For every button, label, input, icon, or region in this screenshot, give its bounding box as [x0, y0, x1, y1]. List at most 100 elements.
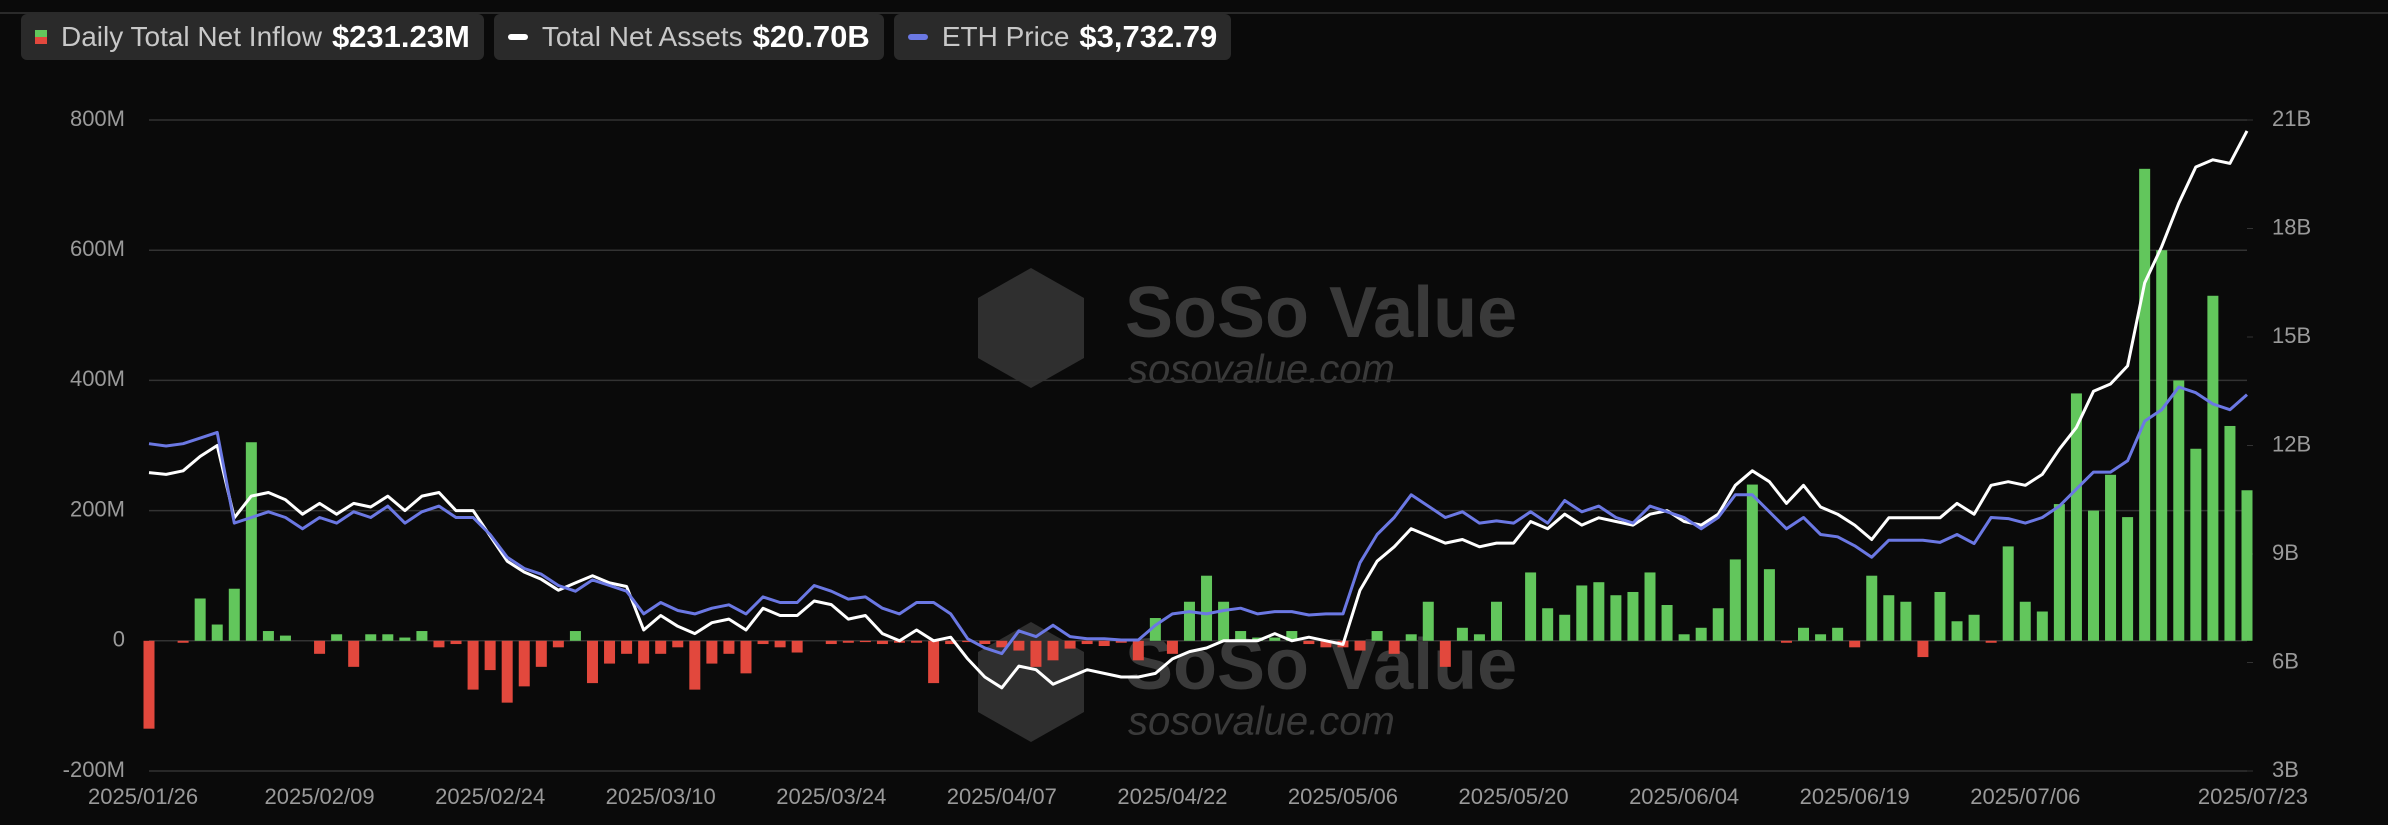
bar [1354, 640, 1366, 651]
bar [245, 442, 257, 641]
bar [842, 640, 854, 643]
bar [638, 640, 650, 664]
bar [262, 631, 274, 641]
bar [1473, 634, 1485, 641]
y2-tick-label: 21B [2272, 106, 2311, 131]
x-tick-label: 2025/03/10 [606, 784, 716, 809]
watermark-logo [978, 268, 1084, 388]
bar [1832, 627, 1844, 641]
legend-name: Total Net Assets [541, 21, 743, 52]
bar [1132, 640, 1144, 661]
bar [2190, 448, 2202, 641]
legend-item[interactable]: ETH Price $3,732.79 [893, 14, 1232, 60]
bar [1883, 595, 1895, 641]
bar [1917, 640, 1929, 658]
bar [399, 637, 411, 641]
y-tick-label: 800M [70, 106, 125, 131]
bar [1405, 634, 1417, 641]
bar [2207, 295, 2219, 641]
y-tick-label: -200M [63, 757, 125, 782]
bar [1934, 591, 1946, 641]
bar [621, 640, 633, 654]
bar [791, 640, 803, 653]
bar [996, 640, 1008, 648]
bar [962, 640, 974, 643]
y2-tick-label: 18B [2272, 214, 2311, 239]
bar [1985, 640, 1997, 643]
bar [1013, 640, 1025, 651]
bar [1729, 559, 1741, 641]
bar [2002, 546, 2014, 641]
watermark-url: sosovalue.com [1128, 700, 1395, 744]
bar [2105, 474, 2117, 641]
x-tick-label: 2025/06/19 [1800, 784, 1910, 809]
bar [1115, 640, 1127, 643]
y-tick-label: 200M [70, 496, 125, 521]
legend-name: Daily Total Net Inflow [61, 21, 322, 52]
bar [723, 640, 735, 654]
legend-value: $20.70B [752, 19, 870, 54]
bar [1064, 640, 1076, 649]
watermark-name: SoSo Value [1125, 273, 1517, 353]
bar [1166, 640, 1178, 654]
bar [689, 640, 701, 690]
bar [211, 624, 223, 641]
legend-item[interactable]: Daily Total Net Inflow $231.23M [21, 14, 484, 60]
bar [1866, 575, 1878, 641]
bar [552, 640, 564, 648]
bar [1422, 601, 1434, 641]
bar [1183, 601, 1195, 641]
bar [1968, 614, 1980, 641]
bar [2070, 393, 2082, 641]
bar [1269, 637, 1281, 641]
bar [433, 640, 445, 648]
x-tick-label: 2025/04/22 [1117, 784, 1227, 809]
bar [1388, 640, 1400, 654]
bar [2173, 380, 2185, 641]
bar [945, 640, 957, 645]
bar [2224, 425, 2236, 641]
bar [365, 634, 377, 641]
bar [1081, 640, 1093, 645]
bar [1695, 627, 1707, 641]
bar [2139, 168, 2151, 641]
bar [1559, 614, 1571, 641]
bar [1149, 618, 1161, 641]
bar [314, 640, 326, 654]
bar [331, 634, 343, 641]
bar [1951, 621, 1963, 641]
bar [825, 640, 837, 645]
y-tick-label: 600M [70, 236, 125, 261]
bar [228, 588, 240, 641]
legend-name: ETH Price [941, 21, 1070, 52]
bar [569, 631, 581, 641]
bar [1456, 627, 1468, 641]
bar [655, 640, 667, 654]
bar [1542, 608, 1554, 641]
y2-tick-label: 15B [2272, 323, 2311, 348]
bar [1780, 640, 1792, 643]
bar [1303, 640, 1315, 645]
bar [1286, 631, 1298, 641]
bar [672, 640, 684, 648]
x-tick-label: 2025/04/07 [947, 784, 1057, 809]
bar [1525, 572, 1537, 641]
bar [279, 635, 291, 641]
bar [416, 631, 428, 641]
bar [1439, 640, 1451, 667]
y2-tick-label: 6B [2272, 648, 2299, 673]
line [148, 130, 2249, 690]
bar [774, 640, 786, 648]
bar [586, 640, 598, 684]
y-tick-label: 0 [113, 627, 125, 652]
bar [177, 640, 189, 643]
bar [1815, 634, 1827, 641]
bar [1320, 640, 1332, 648]
bar [1627, 591, 1639, 641]
bar [1030, 640, 1042, 667]
bar [876, 640, 888, 645]
legend-icon [507, 34, 528, 40]
legend-item[interactable]: Total Net Assets $20.70B [493, 14, 884, 60]
bar [757, 640, 769, 645]
